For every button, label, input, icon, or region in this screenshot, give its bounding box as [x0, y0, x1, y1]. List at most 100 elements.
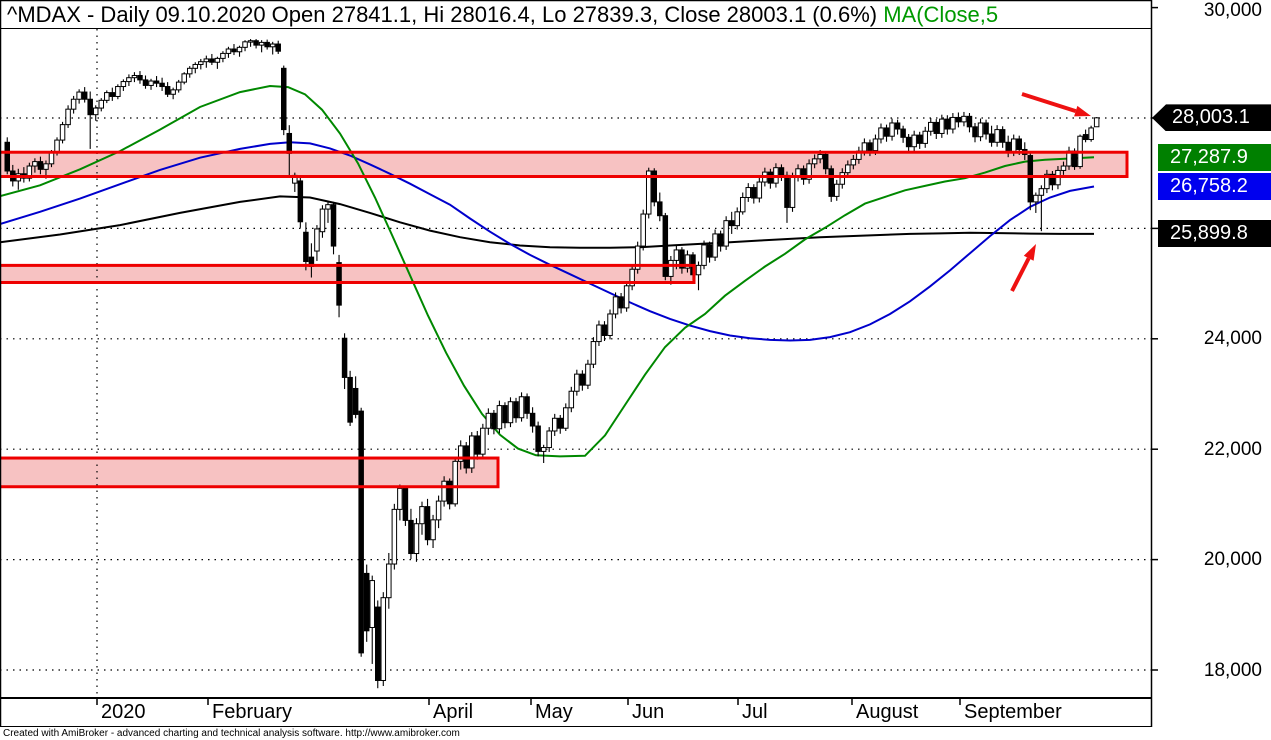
candle-down: [972, 126, 978, 138]
candle-down: [424, 506, 431, 541]
candle-up: [518, 396, 525, 419]
candle-up: [590, 341, 597, 365]
candle-up: [115, 86, 121, 97]
candle-up: [861, 142, 868, 152]
candle-up: [673, 249, 680, 261]
candle-down: [81, 91, 88, 100]
y-axis-label: 30,000: [1203, 0, 1262, 21]
candle-down: [375, 606, 381, 681]
candle-up: [507, 401, 514, 424]
support-zone-middle-border: [0, 263, 696, 284]
candle-down: [446, 480, 453, 505]
candle-up: [54, 139, 60, 153]
candle-up: [430, 519, 436, 541]
candle-down: [37, 161, 44, 170]
candle-up: [668, 259, 674, 277]
candle-up: [596, 324, 602, 343]
candle-up: [850, 158, 857, 166]
chart-title-ma-text: MA(Close,5: [883, 2, 999, 27]
candle-down: [662, 215, 669, 277]
candle-up: [950, 116, 956, 130]
candle-up: [563, 407, 569, 429]
ma-blue-price-tag: 26,758.2: [1158, 173, 1271, 201]
candle-up: [756, 181, 763, 199]
candle-up: [739, 196, 746, 213]
candle-up: [131, 74, 138, 79]
y-axis-label: 20,000: [1203, 549, 1262, 571]
support-zone-lower-border: [0, 456, 500, 489]
candle-down: [4, 141, 10, 172]
annotation-arrow-head: [1023, 244, 1036, 261]
candle-down: [751, 187, 757, 199]
candle-down: [999, 129, 1006, 143]
candle-up: [247, 40, 254, 43]
candle-up: [574, 373, 580, 392]
candle-up: [186, 67, 193, 75]
candle-down: [502, 405, 508, 424]
x-axis-month-label: Jul: [742, 701, 768, 723]
candle-up: [59, 124, 66, 141]
candle-up: [220, 52, 226, 59]
chart-title-ohlc-text: ^MDAX - Daily 09.10.2020 Open 27841.1, H…: [7, 2, 884, 27]
x-axis-month-label: 2020: [101, 701, 146, 723]
candle-up: [994, 129, 1000, 143]
candle-up: [1060, 165, 1067, 171]
candle-down: [728, 220, 735, 227]
candle-up: [242, 41, 248, 48]
candle-up: [380, 597, 387, 681]
candle-up: [889, 122, 895, 137]
x-axis-month-label: September: [964, 701, 1062, 723]
resistance-zone-upper-border: [0, 150, 1129, 179]
candle-up: [872, 138, 879, 152]
x-axis-month-label: August: [856, 701, 919, 723]
candle-up: [845, 164, 851, 174]
candle-up: [120, 81, 127, 88]
candle-down: [933, 121, 940, 134]
x-axis-month-label: April: [433, 701, 474, 723]
candle-down: [529, 412, 536, 427]
candle-down: [944, 118, 951, 130]
candle-up: [623, 285, 630, 309]
candle-up: [457, 445, 464, 462]
candle-up: [712, 233, 718, 258]
amibroker-credit-text: Created with AmiBroker - advanced charti…: [3, 728, 460, 739]
candle-up: [26, 165, 33, 179]
candle-up: [314, 228, 320, 252]
y-axis-label: 18,000: [1203, 659, 1262, 681]
candle-up: [214, 57, 221, 63]
support-zone-middle-fill: [0, 265, 694, 283]
candle-up: [325, 204, 331, 210]
candle-up: [1033, 194, 1039, 203]
candle-up: [452, 460, 458, 505]
candle-down: [137, 74, 143, 81]
annotation-arrow-head: [1074, 105, 1091, 117]
x-axis-month-label: February: [212, 701, 293, 723]
candle-down: [408, 519, 414, 555]
candle-up: [170, 89, 176, 95]
candle-up: [1038, 188, 1045, 196]
candle-down: [894, 122, 901, 130]
candle-down: [618, 296, 624, 309]
candle-down: [706, 244, 713, 258]
candle-down: [341, 337, 348, 378]
candle-down: [601, 324, 608, 336]
candle-down: [297, 180, 304, 223]
annotation-arrow-shaft: [1010, 257, 1031, 292]
candle-up: [1044, 173, 1050, 190]
close-price-tag: 28,003.1: [1152, 104, 1271, 132]
ma-green-line: [0, 84, 1095, 458]
candle-up: [645, 170, 652, 215]
y-axis-label: 22,000: [1203, 438, 1262, 460]
resistance-zone-upper-fill: [0, 152, 1127, 177]
candle-down: [1005, 141, 1011, 153]
candle-down: [579, 373, 586, 386]
candle-up: [585, 363, 591, 386]
candle-down: [1049, 173, 1056, 186]
candle-up: [92, 107, 99, 116]
candle-up: [104, 92, 110, 101]
candle-down: [253, 40, 259, 46]
candle-up: [806, 163, 812, 180]
candle-up: [126, 77, 132, 83]
candle-down: [1082, 134, 1089, 141]
